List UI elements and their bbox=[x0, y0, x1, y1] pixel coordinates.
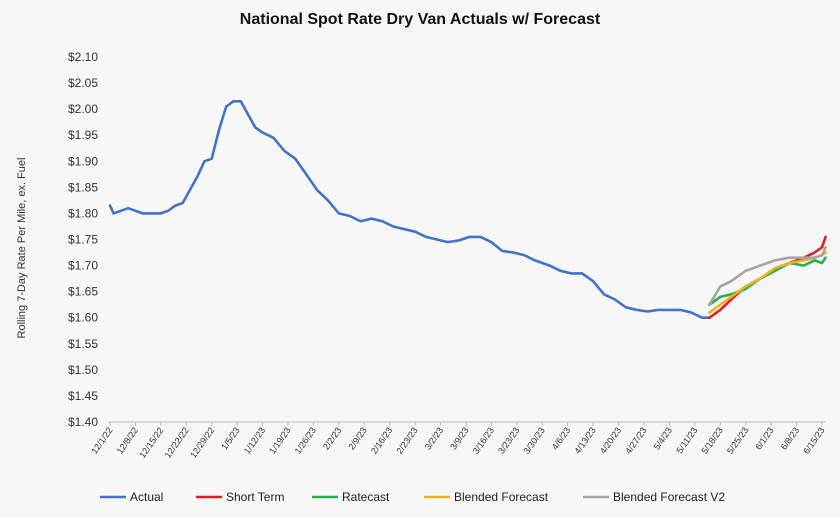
legend-label: Actual bbox=[130, 490, 163, 504]
y-tick-label: $1.55 bbox=[68, 337, 98, 351]
x-tick-label: 12/22/22 bbox=[163, 425, 191, 459]
y-tick-label: $1.85 bbox=[68, 180, 98, 194]
y-tick-label: $1.90 bbox=[68, 154, 98, 168]
legend-label: Ratecast bbox=[342, 490, 390, 504]
x-tick-label: 3/30/23 bbox=[522, 425, 547, 455]
chart-title: National Spot Rate Dry Van Actuals w/ Fo… bbox=[240, 11, 601, 28]
x-tick-label: 5/4/23 bbox=[652, 425, 675, 451]
x-tick-label: 5/18/23 bbox=[700, 425, 725, 455]
y-tick-label: $1.40 bbox=[68, 415, 98, 429]
x-tick-label: 12/1/22 bbox=[89, 425, 114, 455]
y-tick-label: $1.80 bbox=[68, 206, 98, 220]
y-tick-label: $1.70 bbox=[68, 259, 98, 273]
y-axis-ticks: $2.10 $2.05 $2.00 $1.95 $1.90 $1.85 $1.80 $1.75… bbox=[68, 50, 98, 429]
series-lines bbox=[108, 100, 827, 320]
series-line bbox=[708, 256, 827, 307]
legend: Actual Short Term Ratecast Blended Forecast… bbox=[100, 490, 725, 504]
series-line bbox=[708, 246, 827, 307]
x-tick-label: 2/23/23 bbox=[394, 425, 419, 455]
x-tick-label: 4/13/23 bbox=[572, 425, 597, 455]
y-tick-label: $1.65 bbox=[68, 285, 98, 299]
series-line bbox=[108, 100, 711, 320]
x-tick-label: 3/23/23 bbox=[496, 425, 521, 455]
x-tick-label: 3/2/23 bbox=[423, 425, 446, 451]
x-tick-label: 6/15/23 bbox=[801, 425, 826, 455]
x-tick-label: 1/12/23 bbox=[242, 425, 267, 455]
x-tick-label: 1/5/23 bbox=[219, 425, 242, 451]
y-tick-label: $1.50 bbox=[68, 363, 98, 377]
legend-label: Short Term bbox=[226, 490, 284, 504]
y-tick-label: $2.00 bbox=[68, 102, 98, 116]
legend-label: Blended Forecast V2 bbox=[613, 490, 725, 504]
x-tick-label: 4/6/23 bbox=[550, 425, 573, 451]
x-tick-label: 4/20/23 bbox=[598, 425, 623, 455]
y-tick-label: $2.10 bbox=[68, 50, 98, 64]
x-tick-label: 3/16/23 bbox=[471, 425, 496, 455]
y-tick-label: $2.05 bbox=[68, 76, 98, 90]
series-line bbox=[708, 235, 827, 320]
x-tick-label: 5/11/23 bbox=[674, 425, 699, 455]
x-tick-label: 2/9/23 bbox=[346, 425, 369, 451]
y-axis-label: Rolling 7-Day Rate Per Mile, ex. Fuel bbox=[16, 158, 28, 339]
x-tick-label: 6/8/23 bbox=[779, 425, 802, 451]
x-tick-label: 4/27/23 bbox=[623, 425, 648, 455]
x-tick-label: 2/2/23 bbox=[321, 425, 344, 451]
x-tick-label: 3/9/23 bbox=[448, 425, 471, 451]
x-tick-label: 12/29/22 bbox=[188, 425, 216, 459]
x-tick-label: 1/26/23 bbox=[293, 425, 318, 455]
x-tick-label: 5/25/23 bbox=[725, 425, 750, 455]
x-tick-label: 2/16/23 bbox=[369, 425, 394, 455]
y-tick-label: $1.75 bbox=[68, 233, 98, 247]
x-tick-label: 12/15/22 bbox=[137, 425, 165, 459]
y-tick-label: $1.45 bbox=[68, 389, 98, 403]
x-tick-label: 12/8/22 bbox=[115, 425, 140, 455]
x-tick-label: 6/1/23 bbox=[753, 425, 776, 451]
legend-label: Blended Forecast bbox=[454, 490, 549, 504]
y-tick-label: $1.60 bbox=[68, 311, 98, 325]
y-tick-label: $1.95 bbox=[68, 128, 98, 142]
x-tick-label: 1/19/23 bbox=[267, 425, 292, 455]
